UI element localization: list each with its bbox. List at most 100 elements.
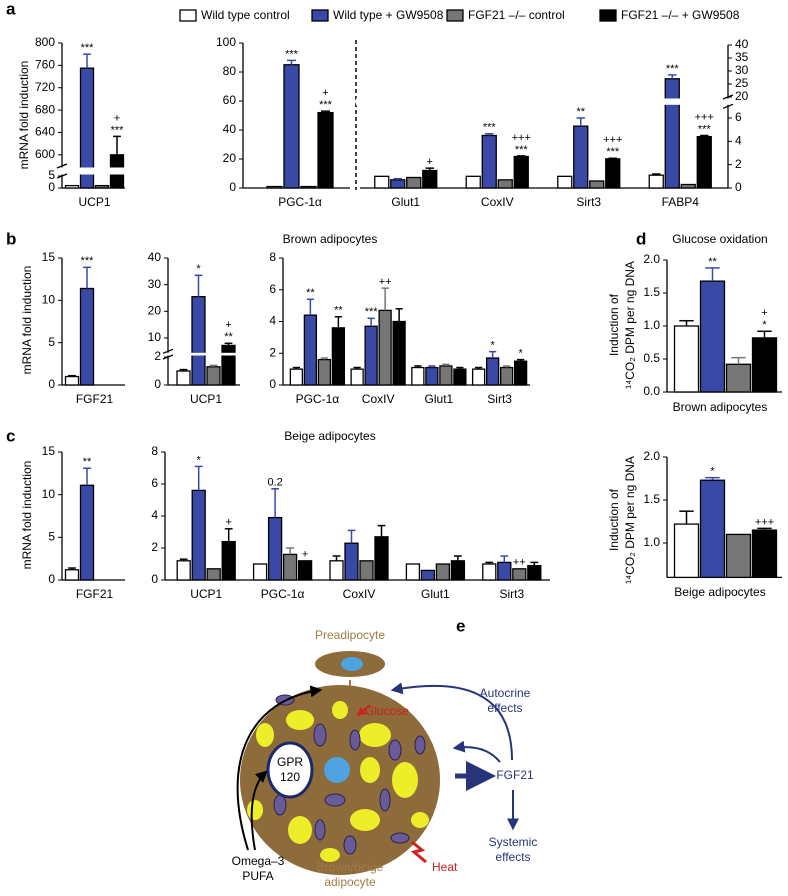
y-tick-label: 4 (735, 133, 742, 147)
bar (303, 314, 318, 386)
y-tick-label: 30 (735, 63, 749, 77)
significance-label: *** (285, 48, 299, 60)
y-axis-label: ¹⁴CO₂ DPM per ng DNA (623, 261, 637, 389)
bar (64, 375, 80, 386)
bar (751, 529, 778, 579)
legend-swatch (311, 9, 329, 22)
label: Autocrine (480, 686, 531, 700)
bar (680, 183, 696, 189)
bar (497, 561, 512, 581)
significance-label: *** (483, 122, 497, 134)
bar (497, 179, 513, 189)
significance-label: * (196, 263, 201, 275)
panel-label: a (6, 0, 16, 18)
bar (282, 553, 298, 581)
x-tick-label: CoxIV (343, 587, 376, 601)
y-tick-label: 2 (154, 349, 161, 363)
bar (79, 287, 95, 386)
bar (696, 135, 712, 189)
significance-label: + (225, 319, 231, 331)
x-tick-label: Glut1 (421, 587, 450, 601)
y-tick-label: 2 (269, 345, 276, 359)
bar (350, 368, 364, 386)
bar (499, 366, 514, 386)
bar (331, 327, 346, 386)
significance-label: +++ (695, 111, 714, 123)
label: Glucose (365, 704, 409, 718)
arrow (356, 704, 371, 717)
bar (392, 320, 406, 386)
axis-break (164, 352, 244, 356)
panel-label: c (6, 426, 15, 445)
y-tick-label: 30 (148, 277, 162, 291)
bar (557, 175, 573, 189)
label: Preadipocyte (315, 628, 385, 642)
arrow (250, 770, 268, 851)
significance-label: * (710, 466, 715, 478)
y-axis-label: Induction of (607, 293, 621, 356)
bar (79, 484, 95, 581)
bar (513, 155, 529, 189)
x-tick-label: Sirt3 (487, 392, 512, 406)
bar (420, 569, 436, 581)
break-mark (722, 103, 734, 109)
mitochondria (273, 694, 426, 855)
x-axis-label: Brown adipocytes (673, 400, 768, 414)
bar (471, 368, 486, 386)
y-tick-label: 15 (42, 250, 56, 264)
bar (465, 175, 481, 189)
y-tick-label: 10 (148, 330, 162, 344)
x-tick-label: FABP4 (662, 195, 700, 209)
bar (664, 78, 680, 189)
significance-label: + (302, 549, 308, 561)
bar (359, 560, 374, 581)
y-tick-label: 80 (223, 64, 237, 78)
significance-label: *** (606, 146, 620, 158)
y-tick-label: 8 (151, 444, 158, 458)
bar (317, 111, 334, 189)
x-axis-label: Beige adipocytes (674, 585, 765, 599)
bar (329, 560, 344, 581)
y-tick-label: 4 (151, 508, 158, 522)
x-tick-label: PGC-1α (296, 392, 340, 406)
bar (374, 536, 389, 581)
arrow (390, 682, 513, 761)
bar (64, 569, 80, 581)
significance-label: 0.2 (267, 477, 282, 489)
label: Heat (432, 860, 458, 874)
y-axis-label: mRNA fold induction (20, 266, 34, 375)
significance-label: *** (666, 63, 680, 75)
chart-title: Brown adipocytes (283, 232, 378, 246)
bar (699, 280, 726, 393)
significance-label: *** (111, 124, 125, 136)
bar (406, 176, 422, 189)
y-axis-label: Induction of (607, 488, 621, 551)
nucleus (324, 757, 350, 783)
y-tick-label: 100 (216, 35, 236, 49)
chart-title: Beige adipocytes (284, 429, 375, 443)
arrow (236, 685, 323, 851)
lipid-droplets (247, 701, 429, 862)
axis-break (58, 167, 129, 175)
bar (378, 309, 392, 386)
significance-label: ** (334, 305, 343, 317)
chart-title: Glucose oxidation (672, 232, 767, 246)
legend-swatch (599, 9, 617, 22)
y-tick-label: 1.5 (643, 285, 660, 299)
y-tick-label: 25 (735, 76, 749, 90)
bar (206, 568, 221, 581)
bar (485, 357, 500, 386)
bar (267, 516, 283, 581)
bar (283, 64, 300, 189)
y-tick-label: 5 (48, 168, 55, 182)
bar (221, 344, 236, 386)
legend-label: FGF21 –/– control (468, 8, 565, 22)
significance-label: ++ (379, 276, 392, 288)
x-tick-label: UCP1 (190, 392, 222, 406)
bar (176, 370, 191, 386)
bar (390, 179, 406, 189)
y-tick-label: 10 (42, 487, 56, 501)
bar (266, 185, 283, 189)
y-tick-label: 10 (42, 293, 56, 307)
significance-label: ++ (513, 557, 526, 569)
